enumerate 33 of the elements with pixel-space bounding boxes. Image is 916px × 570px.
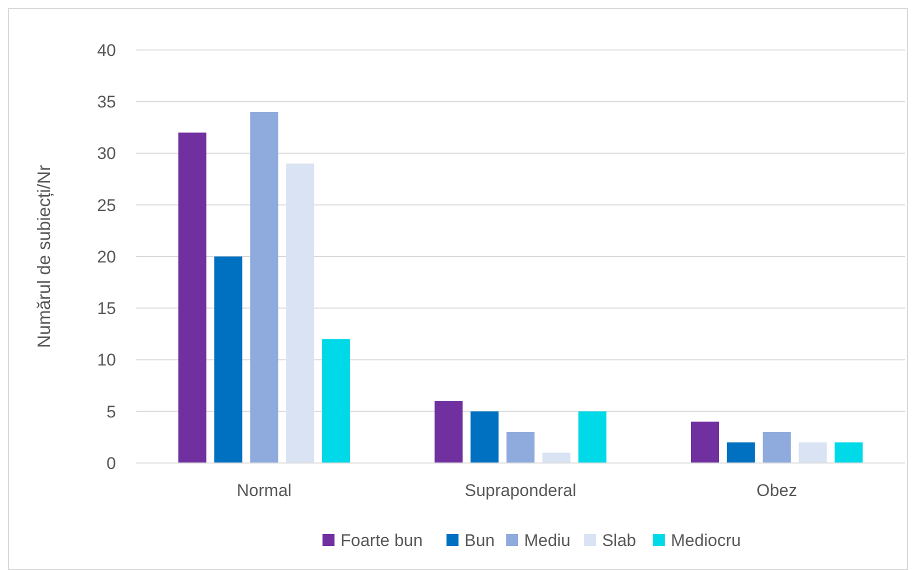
bar	[762, 432, 791, 463]
y-tick-label: 30	[97, 144, 116, 164]
bar	[542, 452, 570, 463]
legend-label: Slab	[602, 531, 636, 550]
legend-label: Mediu	[524, 531, 570, 550]
bar	[798, 442, 827, 463]
bar	[250, 112, 278, 463]
bar	[434, 401, 463, 463]
y-tick-label: 15	[97, 299, 116, 318]
bar	[578, 411, 606, 463]
x-tick-label: Normal	[236, 481, 292, 500]
bar	[322, 339, 350, 463]
legend-label: Bun	[464, 531, 495, 550]
bar	[834, 442, 863, 463]
legend-label: Mediocru	[670, 531, 741, 550]
bar	[726, 442, 755, 463]
bar	[178, 132, 206, 463]
bar	[506, 432, 535, 463]
y-tick-label: 20	[97, 247, 116, 266]
x-tick-label: Obez	[756, 481, 798, 500]
y-tick-label: 40	[97, 40, 116, 60]
legend-label: Foarte bun	[340, 531, 423, 550]
y-tick-label: 25	[97, 196, 116, 215]
y-tick-label: 10	[97, 350, 116, 370]
y-tick-label: 35	[97, 92, 116, 112]
bar	[214, 256, 242, 463]
y-tick-label: 5	[106, 402, 116, 422]
y-axis-title: Numărul de subiecți/Nr	[34, 164, 54, 348]
y-tick-label: 0	[106, 454, 116, 473]
x-tick-label: Supraponderal	[464, 481, 576, 500]
bar	[690, 422, 719, 463]
bar	[470, 411, 499, 463]
bar	[286, 164, 314, 463]
